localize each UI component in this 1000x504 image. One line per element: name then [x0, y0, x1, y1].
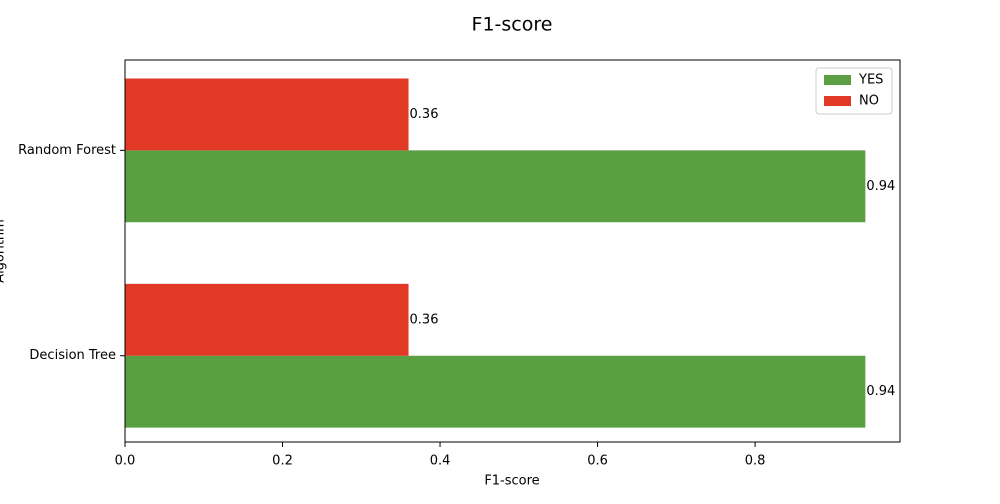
x-tick-label: 0.6	[587, 454, 608, 469]
value-label: 0.36	[410, 312, 439, 327]
legend-label: NO	[859, 94, 879, 109]
chart-title: F1-score	[472, 14, 553, 36]
x-tick-label: 0.0	[115, 454, 136, 469]
legend-swatch	[824, 75, 851, 85]
y-tick-label: Random Forest	[18, 143, 116, 158]
legend-label: YES	[858, 73, 883, 88]
x-tick-label: 0.8	[745, 454, 766, 469]
bar	[125, 283, 409, 356]
x-axis-label: F1-score	[484, 474, 539, 489]
x-tick-label: 0.2	[272, 454, 293, 469]
bar	[125, 355, 866, 428]
y-tick-label: Decision Tree	[29, 348, 116, 363]
value-label: 0.36	[410, 107, 439, 122]
plot-frame	[124, 59, 901, 443]
y-axis-label: Algorithm	[0, 219, 8, 283]
x-tick-label: 0.4	[430, 454, 451, 469]
bar	[125, 78, 409, 151]
value-label: 0.94	[866, 179, 895, 194]
bar	[125, 150, 866, 223]
value-label: 0.94	[866, 384, 895, 399]
legend-swatch	[824, 96, 851, 106]
